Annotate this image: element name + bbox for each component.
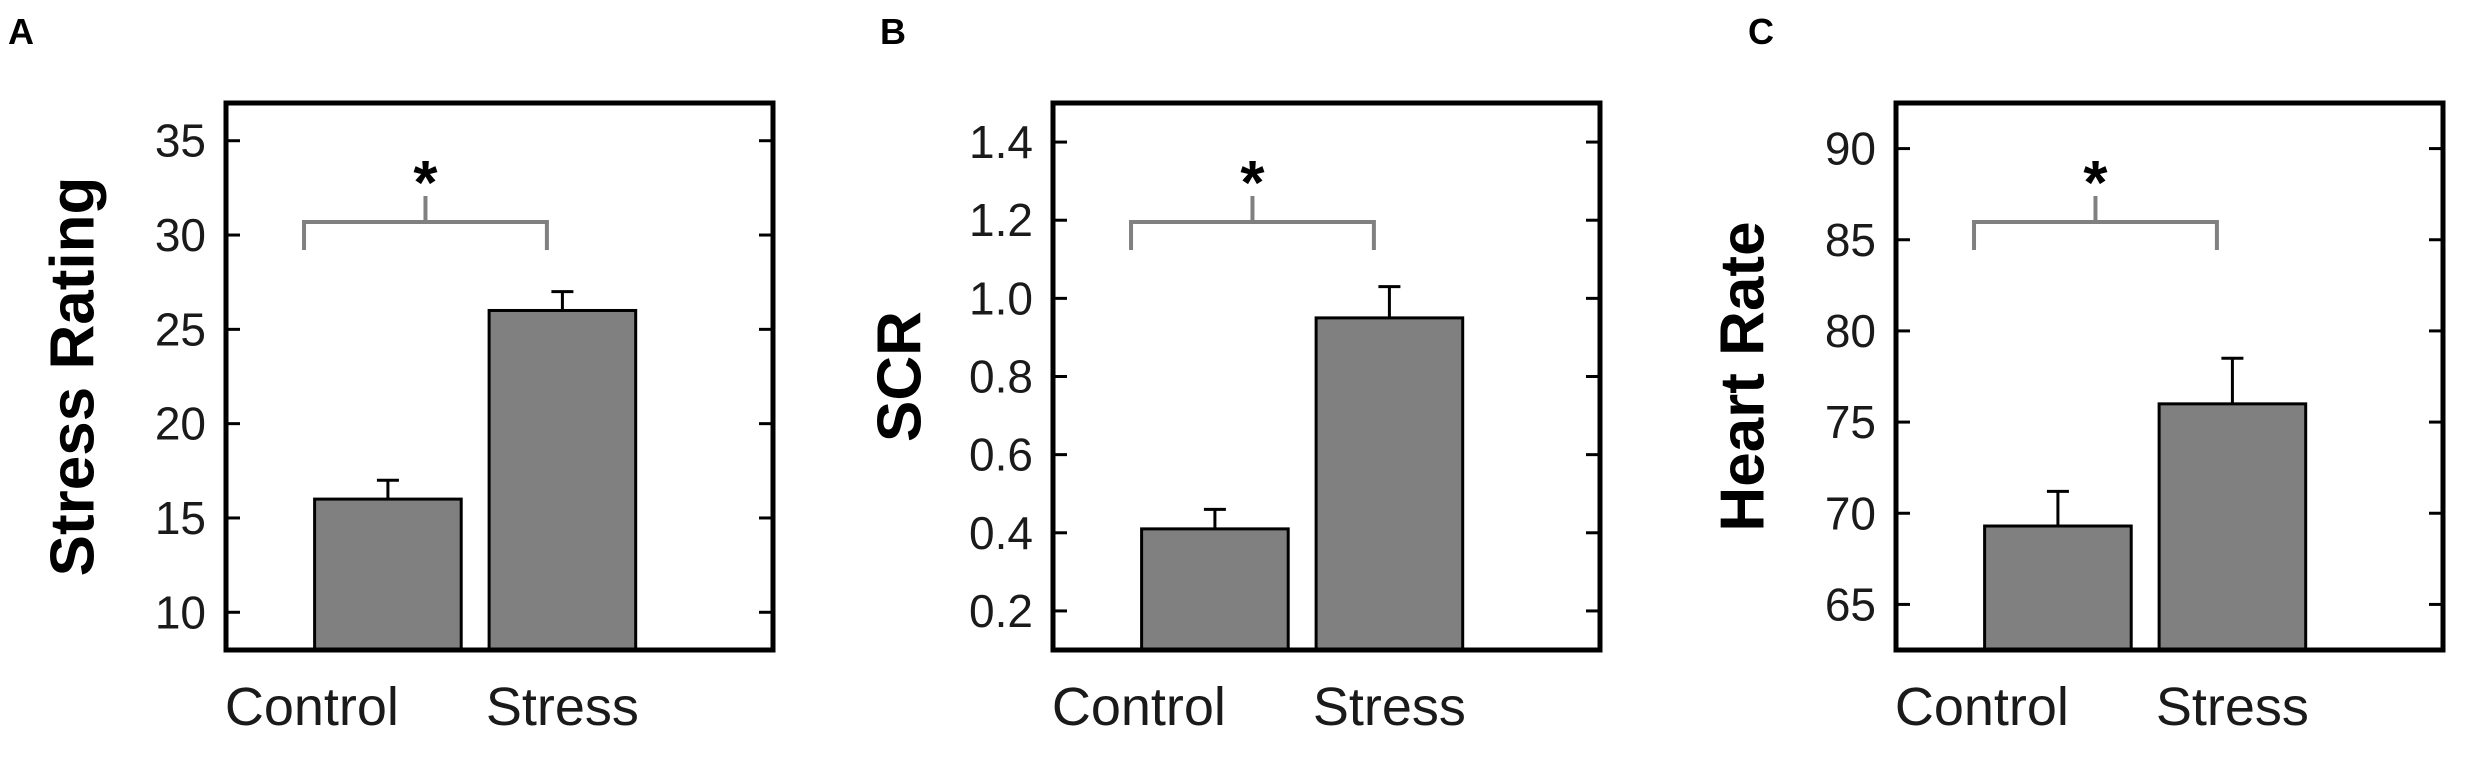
y-axis-title: Stress Rating	[39, 177, 108, 577]
y-tick-label: 0.2	[969, 585, 1033, 637]
y-tick-label: 65	[1825, 578, 1876, 630]
plot-frame	[1050, 100, 1603, 653]
y-tick-label: 0.8	[969, 351, 1033, 403]
y-tick-label: 25	[155, 303, 206, 355]
y-tick-label: 75	[1825, 396, 1876, 448]
x-category-label: Stress	[2156, 677, 2309, 737]
bar	[2157, 402, 2308, 652]
y-tick-label: 35	[155, 115, 206, 167]
bar	[1314, 316, 1465, 652]
y-tick-label: 1.4	[969, 116, 1033, 168]
y-tick-label: 10	[155, 586, 206, 638]
y-tick-label: 1.0	[969, 272, 1033, 324]
panel-letter: A	[8, 11, 34, 52]
y-tick-label: 90	[1825, 123, 1876, 175]
bar	[1140, 527, 1290, 652]
bar	[487, 308, 638, 652]
y-axis-title: SCR	[866, 311, 935, 442]
panel-letter: B	[880, 11, 906, 52]
significance-bracket	[1129, 220, 1376, 250]
y-tick-label: 20	[155, 398, 206, 450]
bar	[1983, 524, 2133, 652]
y-tick-label: 0.6	[969, 429, 1033, 481]
y-tick-label: 1.2	[969, 194, 1033, 246]
y-tick-label: 80	[1825, 305, 1876, 357]
panel-letter: C	[1748, 11, 1774, 52]
x-category-label: Control	[1895, 677, 2069, 737]
significance-marker: *	[413, 149, 438, 218]
x-category-label: Control	[225, 677, 399, 737]
bar	[313, 497, 463, 652]
plot-frame	[1893, 100, 2446, 653]
y-tick-label: 30	[155, 209, 206, 261]
x-category-label: Stress	[486, 677, 639, 737]
y-tick-label: 15	[155, 492, 206, 544]
plot-frame	[223, 100, 776, 653]
y-tick-label: 85	[1825, 214, 1876, 266]
x-category-label: Stress	[1313, 677, 1466, 737]
significance-bracket	[302, 220, 549, 250]
y-axis-title: Heart Rate	[1709, 221, 1778, 531]
y-tick-label: 0.4	[969, 507, 1033, 559]
x-category-label: Control	[1052, 677, 1226, 737]
significance-bracket	[1972, 220, 2219, 250]
significance-marker: *	[1240, 149, 1265, 218]
y-tick-label: 70	[1825, 487, 1876, 539]
significance-marker: *	[2083, 149, 2108, 218]
